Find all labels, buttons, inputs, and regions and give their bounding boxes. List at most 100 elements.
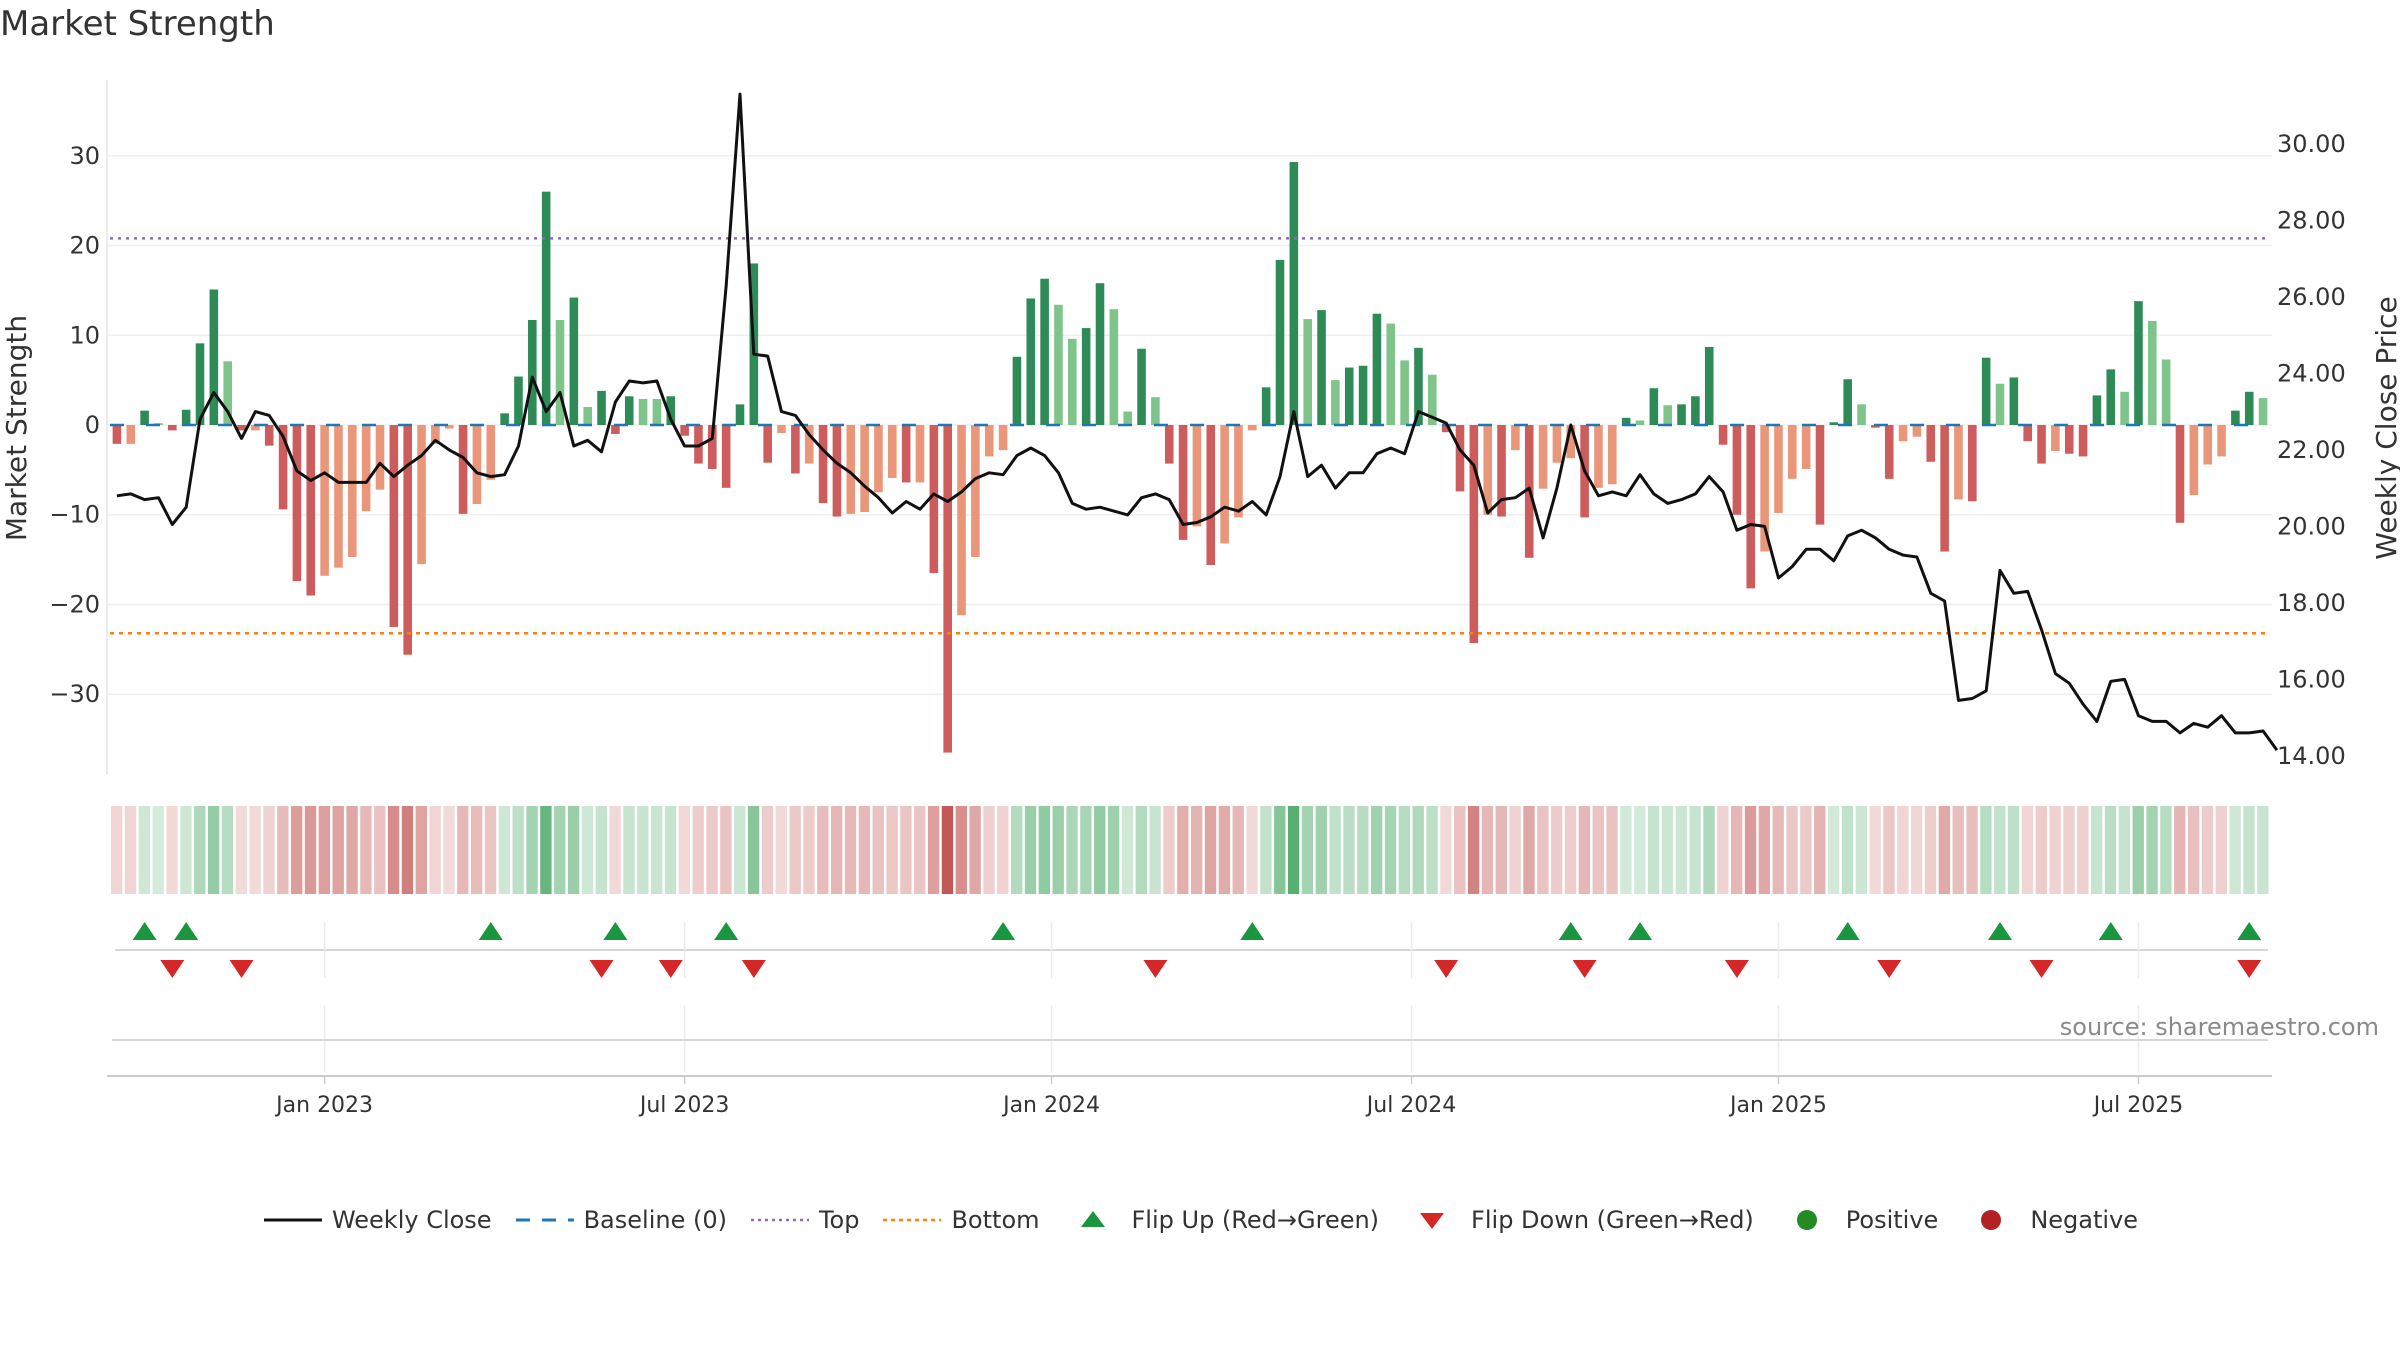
heat-cell bbox=[637, 806, 649, 894]
strength-bar bbox=[251, 425, 260, 431]
strength-bar bbox=[1151, 397, 1160, 425]
strength-bar bbox=[971, 425, 980, 557]
strength-bar bbox=[998, 425, 1008, 451]
heat-cell bbox=[2104, 806, 2117, 894]
heat-cell bbox=[1647, 806, 1660, 894]
heat-cell bbox=[595, 806, 607, 894]
heat-cell bbox=[152, 806, 164, 894]
flip-up-marker bbox=[714, 922, 739, 940]
heat-cell bbox=[900, 806, 912, 894]
heat-cell bbox=[844, 806, 857, 894]
legend-item: Top bbox=[749, 1205, 860, 1235]
strength-bar bbox=[638, 398, 648, 425]
strength-bar bbox=[1691, 396, 1700, 425]
strength-bar bbox=[278, 425, 288, 510]
strength-bar bbox=[1774, 425, 1783, 513]
strength-bar bbox=[929, 425, 939, 574]
heat-cell bbox=[567, 806, 580, 894]
strength-bar bbox=[624, 396, 634, 425]
strength-bar bbox=[126, 425, 136, 444]
strength-bar bbox=[1386, 323, 1396, 425]
heat-cell bbox=[720, 806, 732, 894]
strength-bar bbox=[694, 425, 703, 464]
strength-bar bbox=[555, 320, 565, 425]
x-tick-label: Jul 2024 bbox=[1365, 1093, 1457, 1118]
heat-cell bbox=[858, 806, 871, 894]
heat-cell bbox=[235, 806, 247, 894]
strength-bar bbox=[652, 398, 662, 425]
strength-bar bbox=[2203, 425, 2212, 465]
heat-cell bbox=[2201, 806, 2214, 894]
strength-bar bbox=[486, 425, 496, 480]
flip-up-marker bbox=[1835, 922, 1860, 940]
y-left-tick-label: 20 bbox=[69, 232, 100, 260]
heat-cell bbox=[443, 806, 455, 894]
legend-label: Baseline (0) bbox=[583, 1206, 727, 1234]
strength-bar bbox=[1635, 420, 1645, 425]
strength-bar bbox=[417, 425, 426, 565]
flip-down-marker bbox=[160, 960, 185, 978]
heat-cell bbox=[1938, 806, 1951, 894]
legend-symbol bbox=[263, 1218, 322, 1222]
heat-cell bbox=[1011, 806, 1023, 894]
strength-bar bbox=[708, 425, 717, 469]
y-left-tick-label: 30 bbox=[69, 142, 100, 170]
legend-label: Top bbox=[818, 1206, 860, 1234]
heat-cell bbox=[2174, 806, 2186, 894]
heat-cell bbox=[471, 806, 483, 894]
y-right-tick-label: 18.00 bbox=[2277, 589, 2346, 617]
legend-symbol bbox=[883, 1218, 942, 1222]
strength-bar bbox=[2064, 425, 2074, 454]
flip-up-marker bbox=[132, 922, 157, 940]
strength-bar bbox=[2106, 369, 2116, 425]
heat-cell bbox=[1841, 806, 1854, 894]
heat-cell bbox=[1024, 806, 1037, 894]
strength-bar bbox=[1192, 425, 1202, 527]
strength-bar bbox=[348, 425, 357, 557]
heat-cell bbox=[2021, 806, 2034, 894]
x-tick-label: Jan 2023 bbox=[274, 1093, 373, 1118]
strength-bar bbox=[1344, 367, 1354, 425]
strength-bar bbox=[1857, 404, 1866, 425]
strength-bar bbox=[1206, 425, 1216, 565]
heat-cell bbox=[1301, 806, 1314, 894]
flip-up-marker bbox=[991, 922, 1016, 940]
strength-bar bbox=[943, 425, 952, 753]
heat-cell bbox=[2049, 806, 2061, 894]
strength-bar bbox=[777, 425, 786, 434]
strength-bar bbox=[2092, 395, 2102, 425]
heat-cell bbox=[1135, 806, 1147, 894]
strength-bar bbox=[237, 425, 246, 431]
strength-bar bbox=[209, 289, 219, 425]
strength-bar bbox=[1317, 310, 1326, 425]
legend-item: Flip Down (Green→Red) bbox=[1401, 1205, 1754, 1235]
strength-bar bbox=[1109, 309, 1119, 425]
heat-cell bbox=[2160, 806, 2172, 894]
strength-bar bbox=[832, 425, 842, 517]
legend-symbol bbox=[515, 1218, 574, 1222]
strength-bar bbox=[541, 191, 551, 425]
legend-symbol bbox=[1981, 1210, 2002, 1230]
heat-cell bbox=[1564, 806, 1577, 894]
heat-cell bbox=[360, 806, 372, 894]
heat-cell bbox=[457, 806, 469, 894]
strength-bar bbox=[292, 425, 302, 582]
flip-down-marker bbox=[1877, 960, 1902, 978]
strength-bar bbox=[597, 390, 606, 425]
heat-cell bbox=[1911, 806, 1923, 894]
legend-item: Baseline (0) bbox=[514, 1205, 727, 1235]
flip-down-marker bbox=[1434, 960, 1459, 978]
heat-cell bbox=[2243, 806, 2255, 894]
weekly-close-line bbox=[116, 92, 2279, 751]
strength-bar bbox=[1621, 417, 1631, 425]
heat-cell bbox=[1481, 806, 1494, 894]
strength-bar bbox=[1732, 425, 1742, 515]
strength-bar bbox=[1123, 411, 1132, 425]
flip-down-marker bbox=[229, 960, 254, 978]
heat-cell bbox=[2257, 806, 2269, 894]
heat-cell bbox=[1440, 806, 1452, 894]
heat-cell bbox=[1384, 806, 1397, 894]
y-right-tick-label: 28.00 bbox=[2277, 206, 2346, 234]
chart-title: Market Strength bbox=[0, 4, 275, 44]
strength-bar bbox=[1511, 425, 1520, 451]
